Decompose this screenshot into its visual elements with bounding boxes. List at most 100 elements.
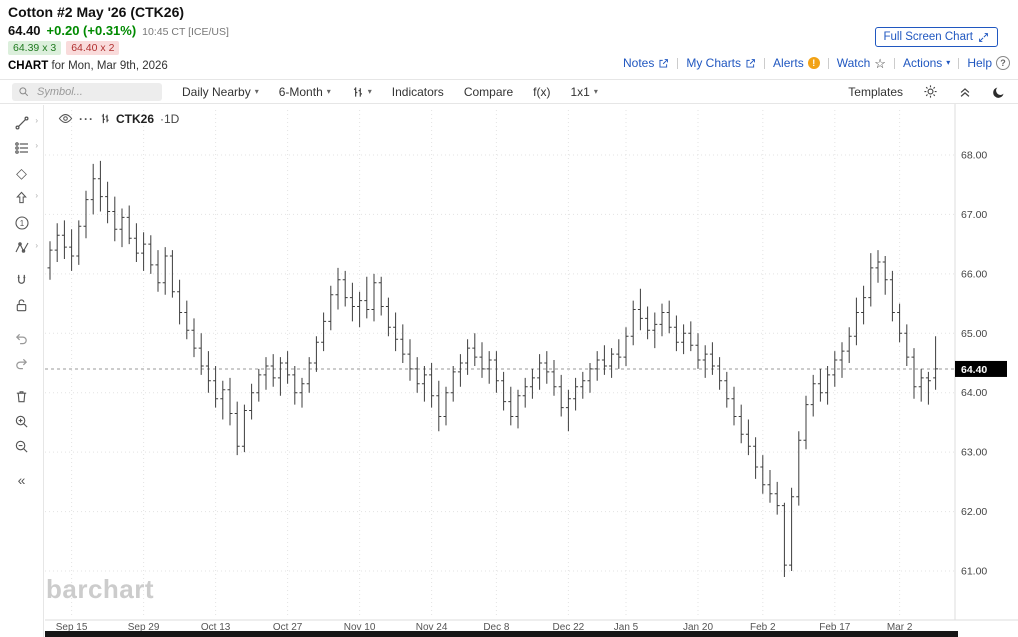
divider: [677, 57, 679, 69]
undo-button[interactable]: [0, 326, 43, 351]
divider: [893, 57, 895, 69]
moon-icon: [993, 86, 1004, 98]
ohlc-bar-style-icon: [353, 86, 362, 97]
diamond-icon: ◇: [16, 164, 27, 181]
x-axis-label: Oct 27: [273, 622, 303, 633]
legend-interval[interactable]: ·1D: [160, 111, 180, 126]
caret-down-icon: ▾: [946, 58, 951, 67]
svg-text:1: 1: [19, 219, 24, 228]
collapse-toolbar-button[interactable]: [958, 85, 972, 99]
my-charts-link[interactable]: My Charts: [686, 56, 756, 70]
indicators-button[interactable]: Indicators: [392, 85, 444, 99]
drawing-tools-sidebar: › › ◇ › 1 › «: [0, 105, 44, 637]
settings-button[interactable]: [923, 84, 938, 99]
dark-mode-toggle[interactable]: [992, 85, 1006, 99]
barchart-watermark: barchart: [46, 574, 155, 604]
watch-label: Watch: [836, 56, 871, 70]
quote-row: 64.40 +0.20 (+0.31%) 10:45 CT [ICE/US]: [8, 23, 229, 38]
full-screen-chart-button[interactable]: Full Screen Chart: [874, 27, 998, 47]
grid-layout-dropdown[interactable]: 1x1 ▾: [571, 85, 598, 99]
chart-word: CHART: [8, 60, 49, 72]
star-icon: ☆: [874, 55, 886, 71]
grid-layout-label: 1x1: [570, 84, 590, 99]
actions-label: Actions: [902, 56, 943, 70]
expand-icon: [979, 32, 988, 42]
chart-date: for Mon, Mar 9th, 2026: [51, 60, 168, 72]
x-axis-label: Oct 13: [201, 622, 231, 633]
more-options-icon[interactable]: ···: [79, 111, 94, 126]
alert-badge-icon: !: [807, 57, 820, 69]
caret-down-icon: ▾: [593, 86, 598, 96]
x-axis-label: Nov 24: [416, 622, 448, 633]
symbol-search-input[interactable]: [35, 84, 149, 99]
compare-button[interactable]: Compare: [464, 85, 513, 99]
actions-menu[interactable]: Actions ▾: [903, 56, 950, 70]
divider: [764, 57, 766, 69]
lock-tool[interactable]: [0, 293, 43, 318]
external-link-icon: [746, 58, 755, 68]
last-price: 64.40: [8, 23, 41, 38]
alerts-link[interactable]: Alerts !: [773, 56, 820, 70]
external-link-icon: [659, 58, 669, 68]
arrow-up-icon: [16, 191, 27, 204]
quote-time: 10:45 CT [ICE/US]: [142, 26, 229, 38]
price-change: +0.20 (+0.31%): [46, 23, 137, 38]
y-axis-label: 63.00: [961, 447, 987, 459]
x-axis-label: Nov 10: [344, 622, 376, 633]
x-axis-label: Mar 2: [887, 622, 913, 633]
submenu-chevron-icon: ›: [35, 141, 38, 150]
y-axis-label: 62.00: [961, 506, 987, 518]
search-icon: [19, 86, 29, 96]
range-label: 6-Month: [278, 84, 323, 99]
y-axis-label: 68.00: [961, 150, 987, 162]
timeline-scrollbar[interactable]: [45, 631, 958, 637]
caret-down-icon: ▾: [367, 86, 372, 96]
y-axis-label: 61.00: [961, 566, 987, 578]
chart-legend: ··· CTK26 ·1D: [58, 111, 179, 126]
collapse-left-icon: «: [17, 471, 26, 488]
zoom-in-button[interactable]: [0, 409, 43, 434]
range-dropdown[interactable]: 6-Month ▾: [279, 85, 331, 99]
submenu-chevron-icon: ›: [35, 116, 38, 125]
double-chevron-up-icon: [960, 87, 970, 97]
price-chart-canvas[interactable]: 61.00 62.00 63.00 64.00 65.00 66.00 67.00 68.00…: [45, 104, 1018, 637]
last-price-badge-label: 64.40: [961, 364, 987, 376]
watch-link[interactable]: Watch ☆: [837, 56, 886, 70]
trend-line-tool[interactable]: ›: [0, 110, 43, 135]
zoom-out-button[interactable]: [0, 434, 43, 459]
help-link[interactable]: Help ?: [967, 56, 1010, 70]
annotation-tool[interactable]: 1: [0, 210, 43, 235]
lock-icon: [16, 299, 27, 312]
bid-ask-row: 64.39 x 3 64.40 x 2: [8, 41, 120, 55]
collapse-sidebar-button[interactable]: «: [0, 467, 43, 492]
functions-button[interactable]: f(x): [533, 85, 550, 99]
pattern-tool[interactable]: ›: [0, 235, 43, 260]
frequency-dropdown[interactable]: Daily Nearby ▾: [182, 85, 259, 99]
bar-style-dropdown[interactable]: ▾: [351, 85, 372, 99]
y-axis-label: 67.00: [961, 209, 987, 221]
templates-button[interactable]: Templates: [848, 85, 903, 99]
magnet-tool[interactable]: [0, 268, 43, 293]
x-axis-label: Jan 5: [614, 622, 639, 633]
redo-button[interactable]: [0, 351, 43, 376]
arrow-tool[interactable]: ›: [0, 185, 43, 210]
templates-label: Templates: [848, 84, 903, 99]
y-axis-label: 66.00: [961, 268, 987, 280]
question-circle-icon: ?: [996, 56, 1010, 70]
bid-badge: 64.39 x 3: [8, 41, 62, 55]
shapes-tool[interactable]: ◇: [0, 160, 43, 185]
fx-label: f(x): [533, 84, 551, 99]
delete-drawings-button[interactable]: [0, 384, 43, 409]
notes-link[interactable]: Notes: [623, 56, 669, 70]
zoom-out-icon: [15, 440, 28, 453]
divider: [827, 57, 829, 69]
page-title: Cotton #2 May '26 (CTK26): [8, 4, 185, 20]
y-axis-label: 64.00: [961, 387, 987, 399]
frequency-label: Daily Nearby: [182, 84, 251, 99]
symbol-search[interactable]: [12, 82, 162, 101]
fibonacci-tool[interactable]: ›: [0, 135, 43, 160]
redo-icon: [16, 358, 28, 370]
last-price-badge: [955, 360, 1007, 377]
eye-icon[interactable]: [58, 111, 73, 126]
